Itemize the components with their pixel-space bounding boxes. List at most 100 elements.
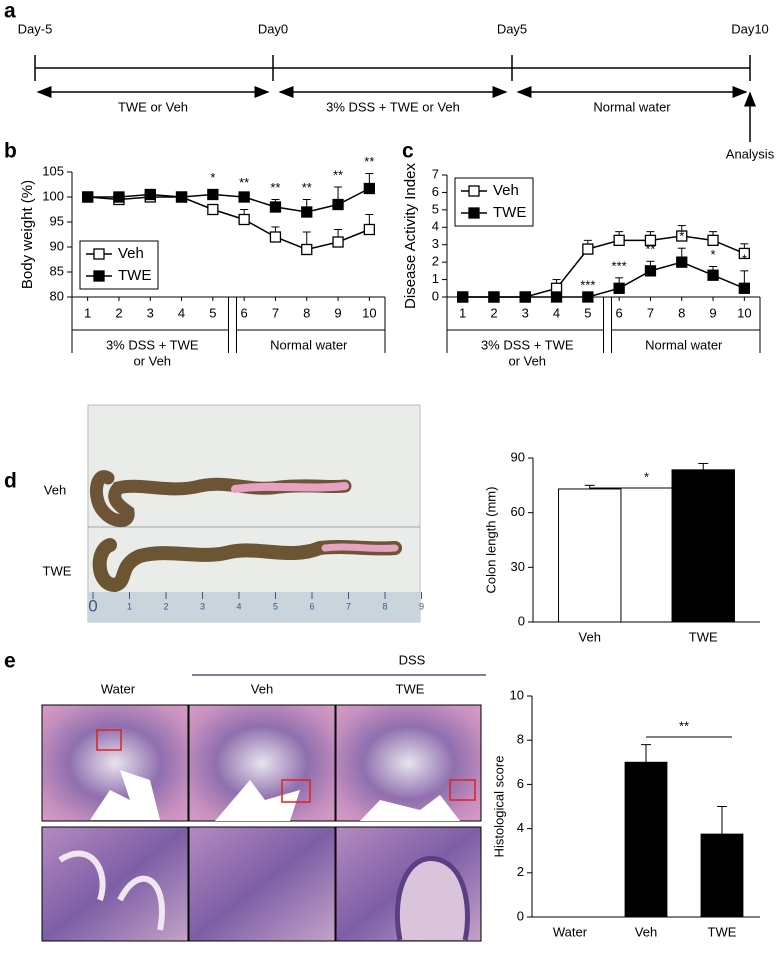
y-tick-label: 5	[432, 201, 439, 216]
series-line	[462, 235, 745, 298]
x-tick-label: 10	[737, 305, 751, 320]
x-tick-label: Veh	[635, 924, 657, 939]
analysis-label: Analysis	[726, 146, 775, 161]
histology-zoom	[188, 826, 336, 942]
significance-label: *	[210, 170, 215, 185]
phase-label: 3% DSS + TWE	[106, 337, 199, 352]
x-tick-label: 2	[490, 305, 497, 320]
series-line	[87, 196, 370, 251]
marker	[332, 236, 344, 248]
legend-label: Veh	[493, 182, 519, 199]
significance-label: *	[679, 229, 684, 244]
ruler-number: 1	[127, 601, 132, 611]
y-tick-label: 0	[432, 288, 439, 303]
column-label: Veh	[251, 681, 273, 696]
marker	[456, 291, 469, 303]
colon-veh-distal	[231, 482, 349, 493]
phase-label: Normal water	[270, 337, 348, 352]
marker	[144, 188, 156, 201]
panel-label: a	[4, 0, 16, 23]
x-tick-label: 6	[241, 305, 248, 320]
bar	[558, 488, 622, 623]
marker	[676, 230, 688, 242]
x-tick-label: TWE	[708, 924, 737, 939]
bar	[624, 761, 668, 918]
day-label: Day-5	[18, 21, 53, 36]
legend-frame	[454, 177, 534, 227]
legend-marker	[93, 248, 105, 260]
x-tick-label: 7	[272, 305, 279, 320]
ruler	[88, 592, 420, 622]
ruler-number: 7	[346, 601, 351, 611]
group-label: DSS	[399, 652, 426, 667]
marker	[707, 234, 719, 247]
significance-label: *	[644, 469, 649, 484]
y-axis-label: Disease Activity Index	[402, 163, 419, 309]
lumen	[215, 780, 300, 821]
legend-marker	[93, 270, 105, 282]
y-tick-label: 100	[42, 188, 64, 203]
y-tick-label: 1	[432, 271, 439, 286]
x-tick-label: 8	[678, 305, 685, 320]
y-tick-label: 10	[510, 687, 524, 702]
marker	[363, 182, 376, 195]
panel-label: c	[402, 140, 414, 163]
ruler-number: 6	[309, 601, 314, 611]
y-tick-label: 4	[432, 219, 439, 234]
x-tick-label: 9	[334, 305, 341, 320]
x-tick-label: 2	[115, 305, 122, 320]
y-axis-label: Histological score	[491, 756, 506, 858]
significance-label: *	[711, 247, 716, 262]
ruler-number: 9	[419, 601, 424, 611]
row-label: Veh	[44, 482, 66, 497]
marker	[738, 247, 750, 260]
marker	[613, 234, 625, 247]
panel-label: b	[4, 140, 17, 163]
marker	[582, 291, 594, 303]
phase-label: 3% DSS + TWE	[481, 337, 574, 352]
ruler-number: 3	[200, 601, 205, 611]
significance-label: ***	[580, 277, 595, 292]
x-tick-label: 4	[178, 305, 185, 320]
y-tick-label: 4	[517, 820, 524, 835]
legend-label: TWE	[118, 267, 151, 284]
marker	[519, 291, 531, 303]
legend-marker	[468, 185, 480, 197]
column-label: TWE	[396, 681, 425, 696]
x-tick-label: 7	[647, 305, 654, 320]
column-label: Water	[101, 681, 136, 696]
panel-label: d	[4, 470, 17, 493]
row-label: TWE	[43, 563, 72, 578]
marker	[613, 282, 625, 294]
y-tick-label: 90	[511, 449, 525, 464]
bar	[671, 469, 735, 623]
marker	[207, 188, 219, 201]
phase-label: 3% DSS + TWE or Veh	[326, 99, 460, 114]
significance-label: ***	[612, 258, 627, 273]
phase-label: or Veh	[508, 353, 546, 368]
y-tick-label: 2	[517, 864, 524, 879]
x-tick-label: 1	[459, 305, 466, 320]
legend-label: Veh	[118, 245, 144, 262]
marker	[238, 191, 250, 203]
x-tick-label: TWE	[689, 629, 718, 644]
bar	[700, 833, 744, 918]
x-tick-label: 3	[522, 305, 529, 320]
x-tick-label: 4	[553, 305, 560, 320]
significance-label: **	[645, 242, 655, 257]
x-tick-label: 6	[616, 305, 623, 320]
lumen	[360, 795, 460, 821]
y-tick-label: 6	[517, 776, 524, 791]
crypt	[58, 850, 165, 931]
x-tick-label: 8	[303, 305, 310, 320]
legend-marker	[468, 207, 480, 219]
significance-label: **	[239, 175, 249, 190]
y-tick-label: 80	[50, 288, 64, 303]
ruler-number: 5	[273, 601, 278, 611]
marker	[113, 191, 125, 203]
marker	[175, 191, 188, 203]
legend-label: TWE	[493, 204, 526, 221]
phase-label: Normal water	[645, 337, 723, 352]
colon-twe-distal	[321, 543, 399, 552]
marker	[207, 203, 219, 216]
